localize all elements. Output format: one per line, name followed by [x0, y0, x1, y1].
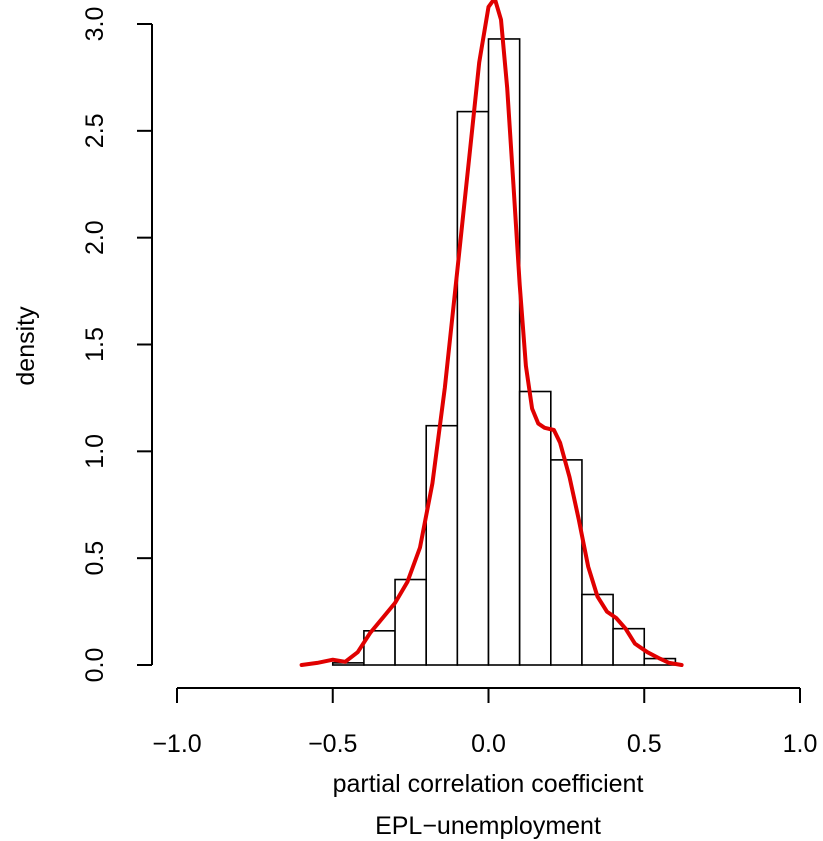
y-tick-label: 2.0	[81, 220, 109, 255]
y-tick-label: 3.0	[81, 7, 109, 42]
histogram-bar-10	[581, 593, 614, 666]
histogram-bar-8	[518, 390, 552, 666]
histogram-bars	[331, 38, 677, 666]
x-axis-title: partial correlation coefficient	[333, 770, 644, 798]
histogram-bar-2	[331, 662, 365, 666]
x-axis-subtitle: EPL−unemployment	[375, 812, 601, 840]
y-axis-ticks: 0.0 0.5 1.0 1.5 2.0 2.5 3.0	[81, 7, 152, 683]
x-tick-label: −0.5	[308, 730, 357, 758]
x-axis-ticks: −1.0 −0.5 0.0 0.5 1.0	[152, 688, 817, 758]
y-tick-label: 0.0	[81, 648, 109, 683]
x-tick-label: 1.0	[783, 730, 818, 758]
histogram-bar-9	[549, 459, 583, 666]
x-tick-label: −1.0	[152, 730, 201, 758]
y-axis-title: density	[12, 306, 40, 386]
y-tick-label: 1.5	[81, 327, 109, 362]
y-tick-label: 2.5	[81, 113, 109, 148]
histogram-bar-5	[425, 424, 459, 666]
histogram-bar-7	[487, 38, 521, 666]
x-tick-label: 0.0	[471, 730, 506, 758]
y-tick-label: 0.5	[81, 541, 109, 576]
density-curve	[299, 0, 684, 667]
x-tick-label: 0.5	[627, 730, 662, 758]
y-tick-label: 1.0	[81, 434, 109, 469]
histogram-bar-6	[456, 110, 490, 666]
